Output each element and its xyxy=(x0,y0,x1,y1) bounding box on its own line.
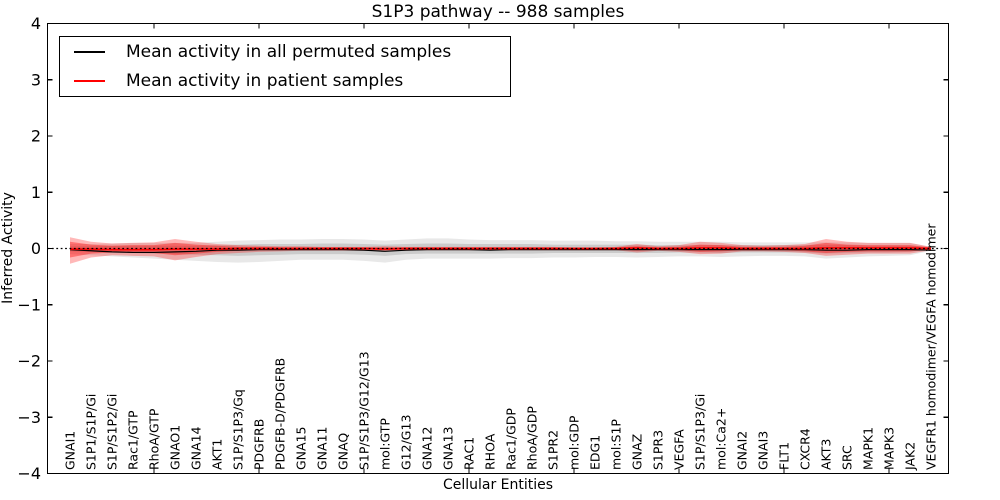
x-category-label: GNA11 xyxy=(315,427,330,471)
x-category-label: GNAQ xyxy=(336,433,351,470)
permuted-mean-line xyxy=(69,249,932,254)
y-tick-label: −2 xyxy=(17,352,41,371)
x-category-label: mol:GDP xyxy=(567,415,582,470)
x-category-label: SRC xyxy=(840,445,855,470)
y-tick-label: 4 xyxy=(31,14,41,33)
x-category-label: GNA12 xyxy=(420,427,435,471)
y-tick-label: −3 xyxy=(17,408,41,427)
x-category-label: AKT1 xyxy=(210,439,225,470)
x-category-label: GNAI2 xyxy=(735,431,750,470)
chart-title: S1P3 pathway -- 988 samples xyxy=(371,2,625,22)
legend-item-patient: Mean activity in patient samples xyxy=(60,67,510,95)
legend-line-sample-patient xyxy=(74,80,105,82)
legend-item-permuted: Mean activity in all permuted samples xyxy=(60,38,510,66)
y-axis-label: Inferred Activity xyxy=(0,192,16,304)
x-category-label: GNAI3 xyxy=(756,431,771,470)
x-category-label: GNAO1 xyxy=(168,425,183,470)
y-tick-label: −4 xyxy=(17,464,41,483)
x-category-label: mol:GTP xyxy=(378,418,393,470)
x-category-label: GNAI1 xyxy=(63,431,78,470)
x-category-label: S1PR2 xyxy=(546,430,561,470)
legend-label-patient: Mean activity in patient samples xyxy=(126,71,404,91)
x-category-label: RAC1 xyxy=(462,437,477,470)
x-category-label: EDG1 xyxy=(588,435,603,470)
y-tick-label: 2 xyxy=(31,127,41,146)
legend-label-permuted: Mean activity in all permuted samples xyxy=(126,42,452,62)
x-category-label: Rac1/GDP xyxy=(504,408,519,470)
x-category-label: GNA13 xyxy=(441,427,456,471)
patient-outer-band xyxy=(70,237,931,264)
x-category-label: JAK2 xyxy=(903,442,918,471)
x-category-label: VEGFR1 homodimer/VEGFA homodimer xyxy=(924,223,939,470)
x-category-label: Rac1/GTP xyxy=(126,410,141,470)
x-category-label: MAPK3 xyxy=(882,427,897,470)
x-category-label: S1P/S1P3/Gi xyxy=(693,394,708,470)
x-category-label: FLT1 xyxy=(777,442,792,470)
legend: Mean activity in all permuted samples Me… xyxy=(59,36,511,97)
x-category-label: S1PR3 xyxy=(651,430,666,470)
x-category-label: PDGFB-D/PDGFRB xyxy=(273,358,288,470)
x-category-label: S1P1/S1P/Gi xyxy=(84,394,99,470)
x-category-label: mol:S1P xyxy=(609,419,624,470)
y-tick-label: 0 xyxy=(31,239,41,258)
x-category-label: S1P/S1P3/G12/G13 xyxy=(357,351,372,470)
x-category-label: AKT3 xyxy=(819,439,834,470)
x-category-label: MAPK1 xyxy=(861,427,876,470)
x-category-label: GNA15 xyxy=(294,427,309,471)
x-category-label: VEGFA xyxy=(672,429,687,470)
x-category-label: PDGFRB xyxy=(252,419,267,470)
y-tick-label: 3 xyxy=(31,70,41,89)
x-axis-label: Cellular Entities xyxy=(442,477,554,493)
x-category-label: G12/G13 xyxy=(399,415,414,470)
x-category-label: RhoA/GDP xyxy=(525,406,540,470)
x-category-label: RHOA xyxy=(483,433,498,470)
y-tick-label: −1 xyxy=(17,295,41,314)
x-category-label: S1P/S1P2/Gi xyxy=(105,394,120,470)
x-category-label: CXCR4 xyxy=(798,428,813,470)
y-tick-label: 1 xyxy=(31,183,41,202)
x-category-label: RhoA/GTP xyxy=(147,408,162,470)
x-category-label: GNAZ xyxy=(630,434,645,470)
legend-line-sample-permuted xyxy=(74,51,105,53)
x-category-label: mol:Ca2+ xyxy=(714,408,729,470)
x-category-label: GNA14 xyxy=(189,426,204,470)
x-category-label: S1P/S1P3/Gq xyxy=(231,389,246,470)
